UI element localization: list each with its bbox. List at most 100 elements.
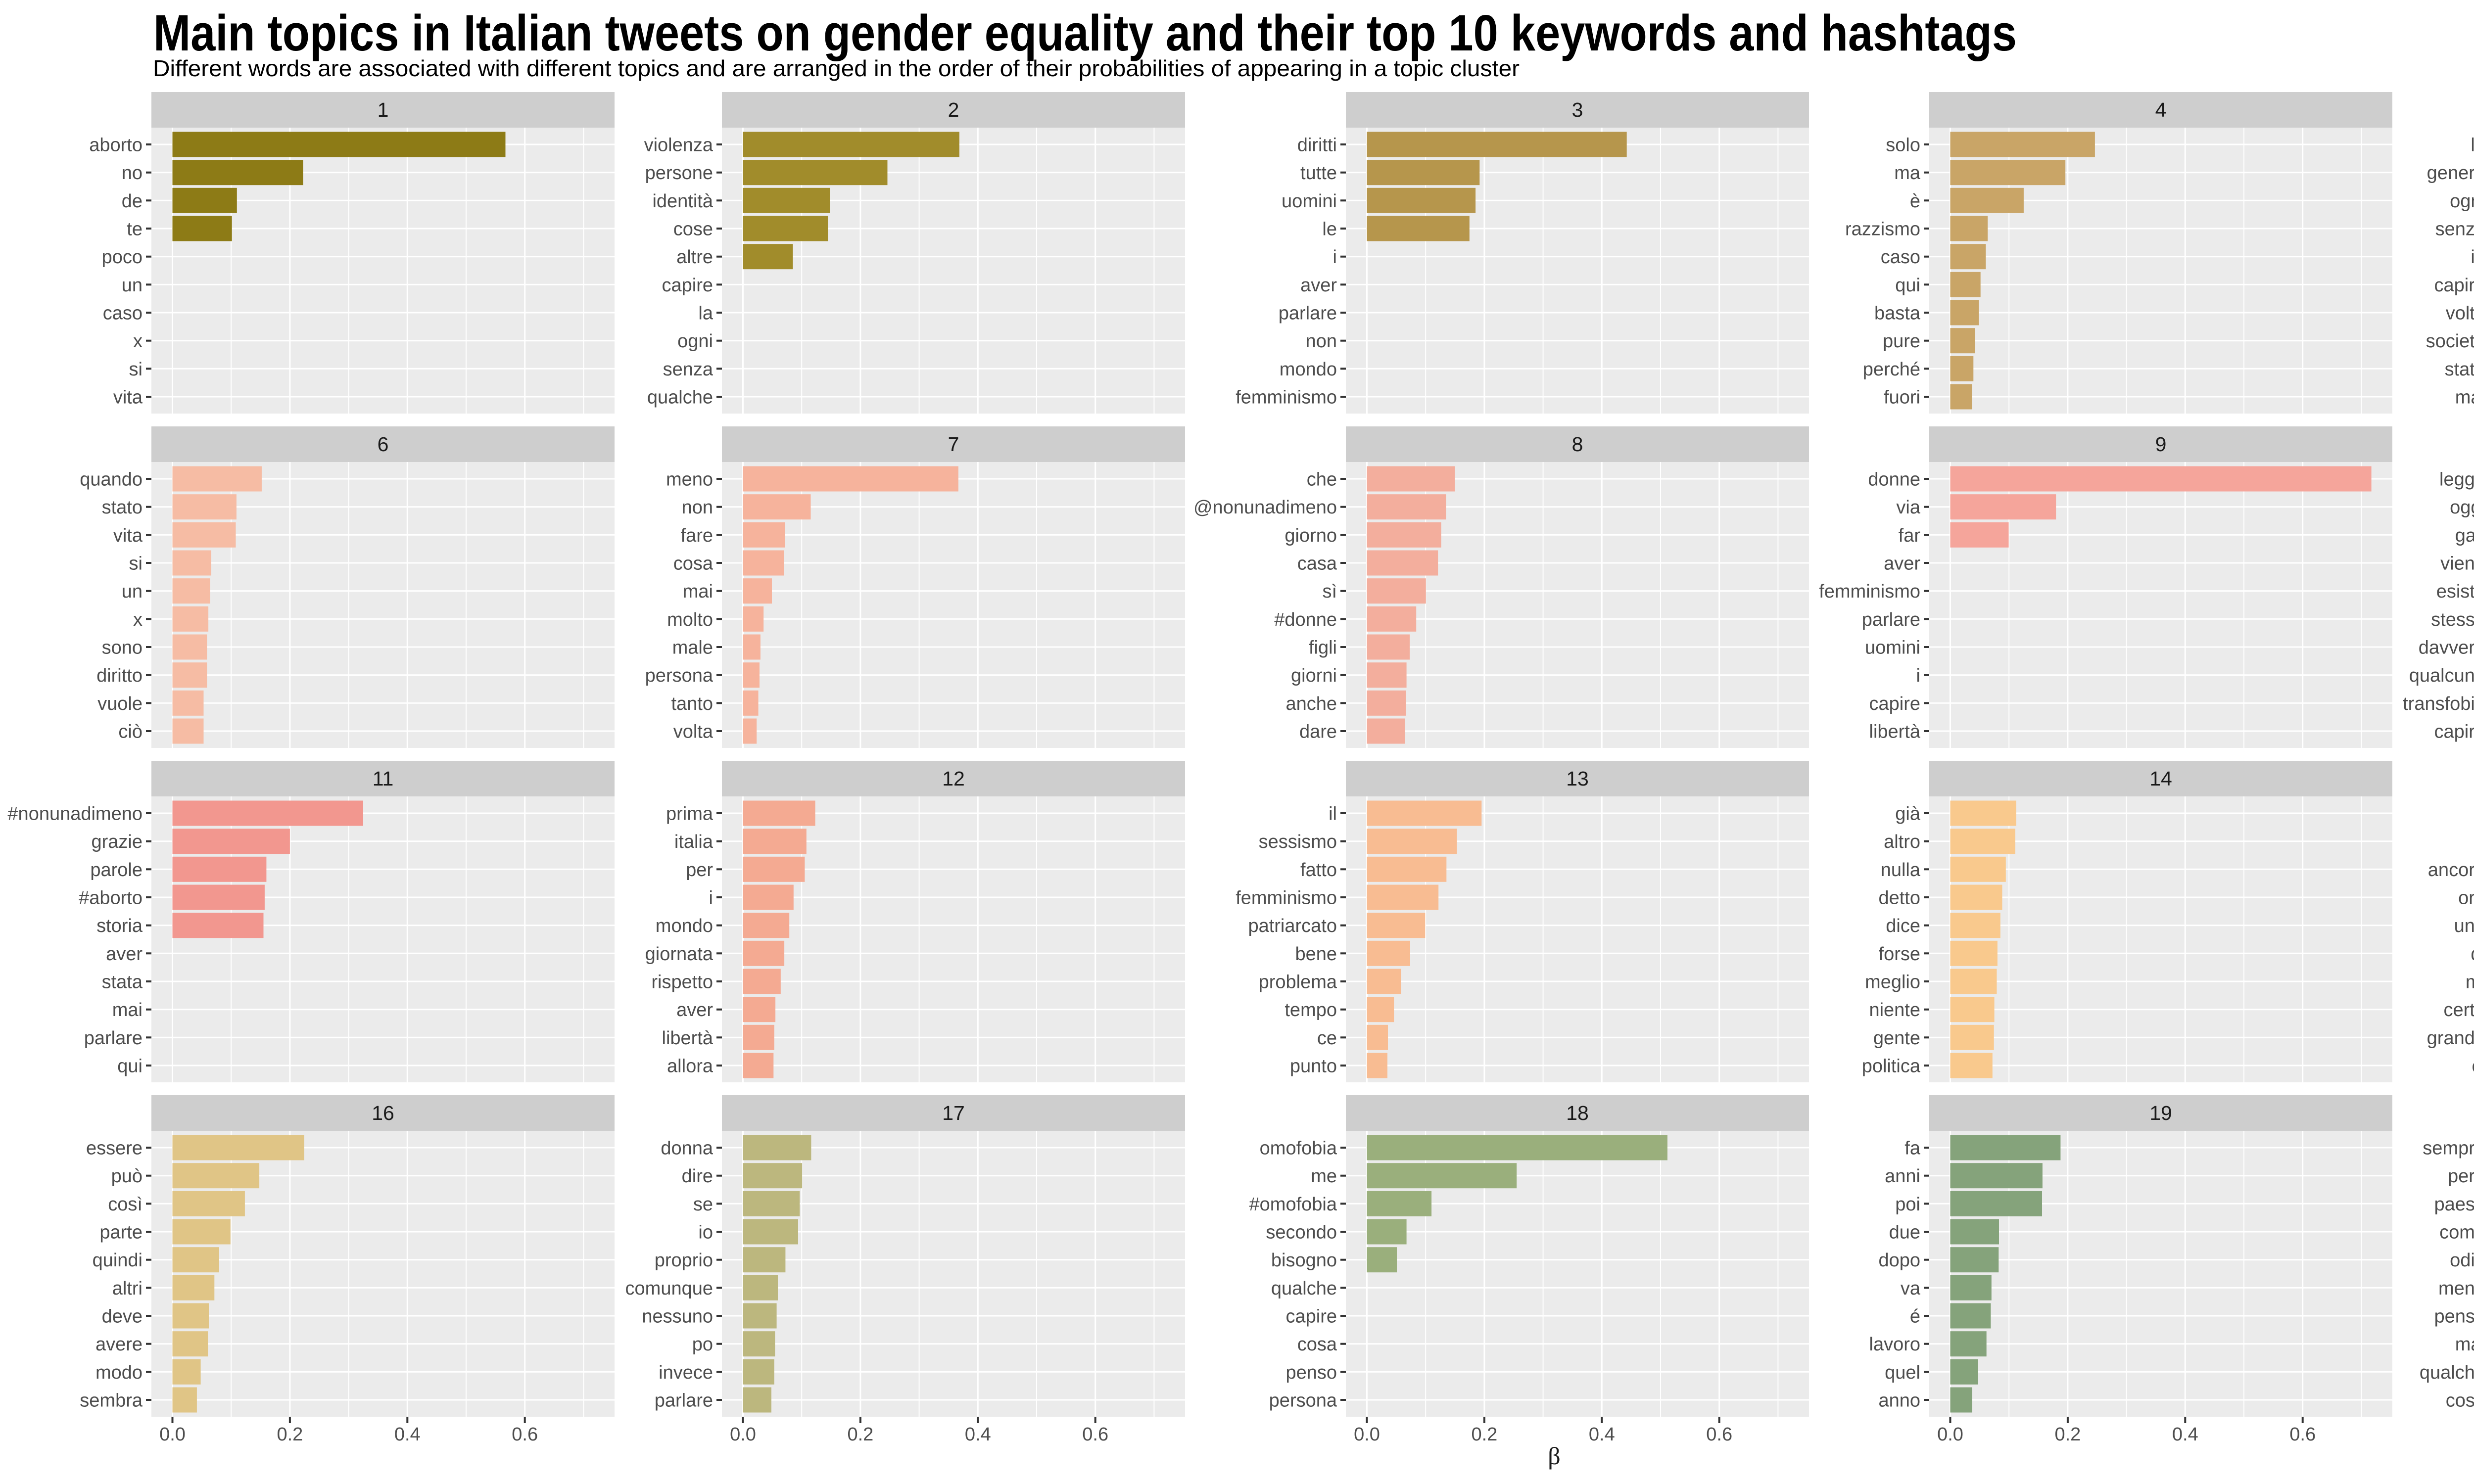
svg-text:giornata: giornata	[645, 944, 714, 965]
svg-text:0.6: 0.6	[2289, 1424, 2316, 1445]
svg-text:legge: legge	[2439, 469, 2474, 490]
svg-text:19: 19	[2149, 1102, 2172, 1124]
svg-text:lavoro: lavoro	[1869, 1334, 1921, 1355]
svg-text:essere: essere	[86, 1138, 143, 1159]
svg-text:un: un	[122, 275, 143, 296]
svg-text:diritto: diritto	[96, 665, 143, 686]
svg-text:le: le	[1322, 219, 1337, 240]
svg-text:9: 9	[2155, 433, 2167, 456]
svg-text:dire: dire	[682, 1166, 713, 1187]
svg-text:paese: paese	[2434, 1194, 2474, 1215]
svg-text:la: la	[2471, 135, 2474, 156]
svg-text:mi: mi	[2466, 972, 2474, 993]
svg-text:0.0: 0.0	[1354, 1424, 1380, 1445]
svg-text:stata: stata	[102, 972, 143, 993]
svg-text:@nonunadimeno: @nonunadimeno	[1193, 497, 1337, 518]
svg-text:casa: casa	[1297, 554, 1337, 574]
svg-text:0.4: 0.4	[965, 1424, 991, 1445]
svg-text:fatto: fatto	[1300, 860, 1337, 881]
svg-text:sessismo: sessismo	[1259, 832, 1337, 852]
svg-text:0.2: 0.2	[277, 1424, 303, 1445]
svg-text:io: io	[698, 1222, 713, 1243]
svg-text:come: come	[2439, 1222, 2474, 1243]
svg-text:dice: dice	[1886, 916, 1920, 936]
svg-text:13: 13	[1566, 767, 1589, 790]
svg-text:basta: basta	[1874, 303, 1921, 324]
svg-text:poi: poi	[1895, 1194, 1920, 1215]
svg-text:il: il	[1329, 804, 1337, 825]
svg-text:sì: sì	[1322, 581, 1337, 602]
svg-text:1: 1	[378, 98, 389, 121]
svg-text:fa: fa	[1904, 1138, 1921, 1159]
svg-text:3: 3	[1572, 98, 1583, 121]
svg-text:transfobia: transfobia	[2403, 694, 2474, 714]
svg-text:parlare: parlare	[1279, 303, 1337, 324]
svg-text:società: società	[2426, 331, 2474, 352]
svg-text:volta: volta	[2446, 303, 2474, 324]
svg-text:può: può	[111, 1166, 143, 1187]
svg-text:così: così	[108, 1194, 143, 1215]
svg-text:stato: stato	[102, 497, 143, 518]
svg-text:0.4: 0.4	[1589, 1424, 1615, 1445]
svg-text:perché: perché	[1863, 359, 1920, 380]
svg-text:donne: donne	[1868, 469, 1920, 490]
svg-text:persona: persona	[645, 665, 714, 686]
svg-text:aver: aver	[1884, 554, 1920, 574]
svg-text:figli: figli	[1309, 638, 1337, 658]
svg-text:quando: quando	[80, 469, 143, 490]
svg-text:dare: dare	[1299, 722, 1337, 742]
svg-text:una: una	[2454, 916, 2474, 936]
svg-text:pure: pure	[1883, 331, 1920, 352]
svg-text:ci: ci	[2472, 1056, 2474, 1077]
svg-text:tempo: tempo	[1285, 1000, 1337, 1020]
svg-text:è: è	[1910, 191, 1920, 212]
svg-text:violenza: violenza	[644, 135, 714, 156]
svg-text:aver: aver	[106, 944, 143, 965]
svg-text:giorno: giorno	[1285, 525, 1337, 546]
svg-text:se: se	[693, 1194, 713, 1215]
svg-text:storia: storia	[96, 916, 143, 936]
svg-text:cosa: cosa	[1297, 1334, 1337, 1355]
svg-text:rispetto: rispetto	[651, 972, 713, 993]
svg-text:italia: italia	[674, 832, 714, 852]
svg-text:i: i	[1333, 247, 1337, 268]
svg-text:gay: gay	[2455, 525, 2474, 546]
svg-text:parte: parte	[99, 1222, 143, 1243]
svg-text:0.6: 0.6	[1706, 1424, 1732, 1445]
svg-text:modo: modo	[95, 1362, 143, 1383]
svg-text:14: 14	[2149, 767, 2172, 790]
svg-text:comunque: comunque	[625, 1278, 713, 1299]
svg-text:ma: ma	[1894, 163, 1921, 184]
svg-text:fuori: fuori	[1884, 387, 1920, 408]
svg-text:già: già	[1895, 804, 1921, 825]
svg-text:x: x	[133, 331, 143, 352]
svg-text:ciò: ciò	[118, 722, 143, 742]
svg-text:0.0: 0.0	[730, 1424, 756, 1445]
svg-text:si: si	[129, 554, 143, 574]
svg-text:#omofobia: #omofobia	[1249, 1194, 1337, 1215]
svg-text:0.2: 0.2	[2054, 1424, 2081, 1445]
svg-text:i: i	[1916, 665, 1920, 686]
svg-text:0.6: 0.6	[1082, 1424, 1108, 1445]
svg-text:0.2: 0.2	[1471, 1424, 1497, 1445]
svg-text:genere: genere	[2427, 163, 2474, 184]
svg-text:non: non	[1306, 331, 1337, 352]
svg-text:ce: ce	[1317, 1028, 1337, 1049]
svg-text:17: 17	[942, 1102, 965, 1124]
svg-text:nulla: nulla	[1881, 860, 1921, 881]
svg-text:forse: forse	[1879, 944, 1920, 965]
svg-text:uomini: uomini	[1865, 638, 1920, 658]
svg-text:omofobia: omofobia	[1260, 1138, 1337, 1159]
svg-text:qui: qui	[117, 1056, 143, 1077]
svg-text:avere: avere	[95, 1334, 143, 1355]
svg-text:poco: poco	[102, 247, 143, 268]
svg-text:patriarcato: patriarcato	[1248, 916, 1337, 936]
svg-text:volta: volta	[673, 722, 714, 742]
svg-text:certo: certo	[2444, 1000, 2474, 1020]
svg-text:male: male	[672, 638, 713, 658]
svg-text:7: 7	[948, 433, 959, 456]
svg-text:per: per	[686, 860, 713, 881]
svg-text:mondo: mondo	[656, 916, 713, 936]
svg-text:qualcuno: qualcuno	[2409, 665, 2474, 686]
